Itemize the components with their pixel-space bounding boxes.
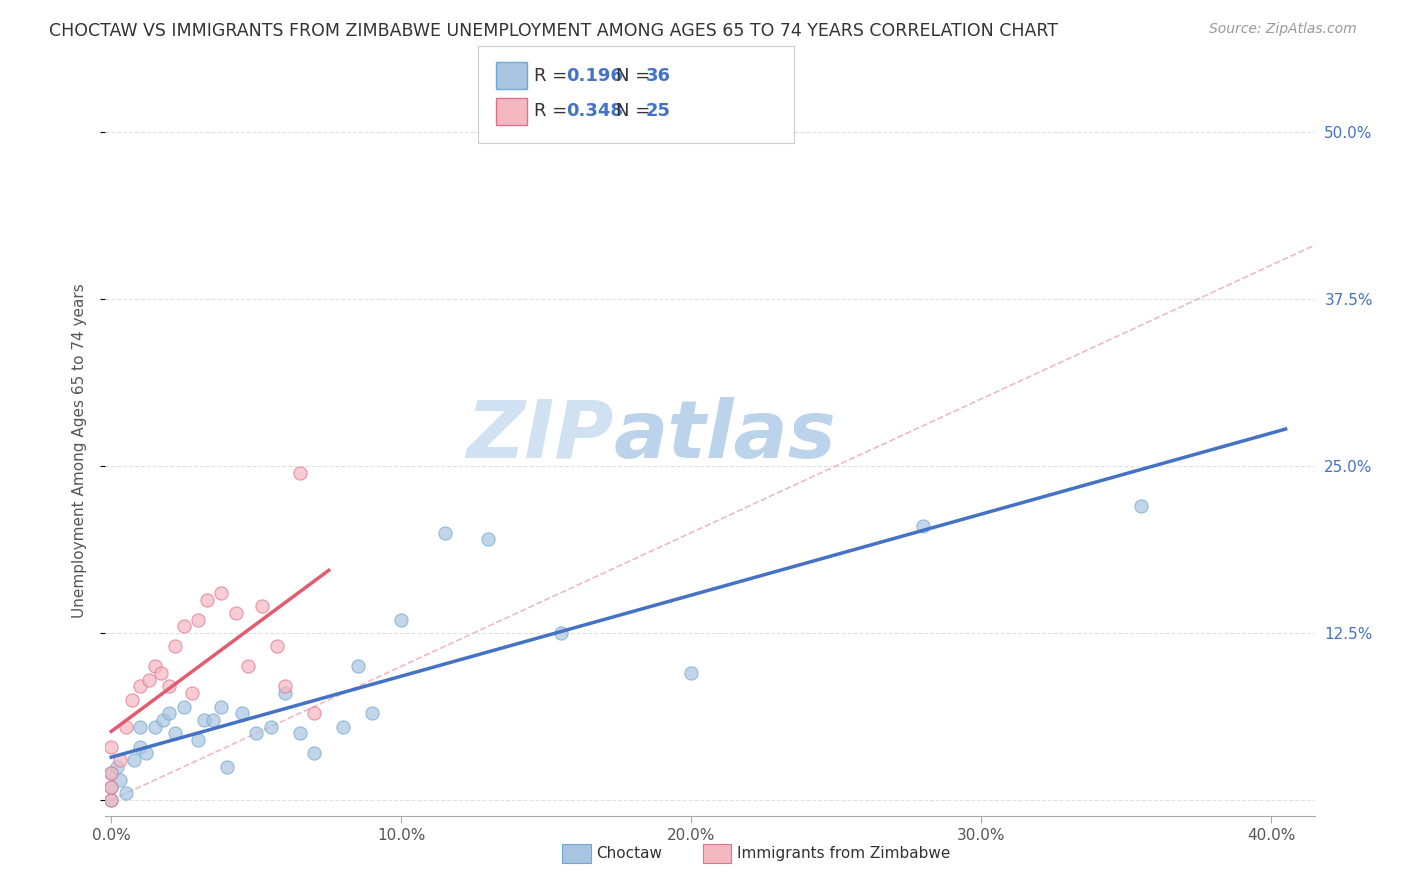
Point xyxy=(100,766,122,780)
Point xyxy=(181,686,204,700)
Point xyxy=(550,626,572,640)
Text: Choctaw: Choctaw xyxy=(596,847,662,861)
Point xyxy=(245,726,267,740)
Point xyxy=(187,733,209,747)
Point xyxy=(114,787,136,801)
Point xyxy=(361,706,384,721)
Text: 25: 25 xyxy=(645,103,671,120)
Point xyxy=(225,606,247,620)
Text: ZIP: ZIP xyxy=(465,397,613,475)
Point xyxy=(193,713,215,727)
Point xyxy=(260,720,283,734)
Point xyxy=(433,525,456,540)
Point xyxy=(332,720,354,734)
Point xyxy=(163,726,186,740)
Point xyxy=(302,747,325,761)
Point xyxy=(100,766,122,780)
Point xyxy=(231,706,253,721)
Point xyxy=(100,780,122,794)
Point xyxy=(129,739,152,754)
Y-axis label: Unemployment Among Ages 65 to 74 years: Unemployment Among Ages 65 to 74 years xyxy=(72,283,87,618)
Point xyxy=(124,753,146,767)
Point xyxy=(217,760,239,774)
Point xyxy=(129,680,152,694)
Text: CHOCTAW VS IMMIGRANTS FROM ZIMBABWE UNEMPLOYMENT AMONG AGES 65 TO 74 YEARS CORRE: CHOCTAW VS IMMIGRANTS FROM ZIMBABWE UNEM… xyxy=(49,22,1059,40)
Point xyxy=(477,533,499,547)
Text: 0.196: 0.196 xyxy=(567,67,623,85)
Point xyxy=(187,613,209,627)
Point xyxy=(100,780,122,794)
Point xyxy=(236,659,259,673)
Point xyxy=(143,659,166,673)
Point xyxy=(389,613,412,627)
Point xyxy=(346,659,368,673)
Point xyxy=(105,760,128,774)
Point xyxy=(250,599,273,614)
Point xyxy=(163,640,186,654)
Point xyxy=(114,720,136,734)
Text: Immigrants from Zimbabwe: Immigrants from Zimbabwe xyxy=(737,847,950,861)
Point xyxy=(157,706,180,721)
Point xyxy=(129,720,152,734)
Point xyxy=(681,666,703,681)
Text: R =: R = xyxy=(534,103,574,120)
Text: N =: N = xyxy=(616,67,655,85)
Text: N =: N = xyxy=(616,103,655,120)
Point xyxy=(138,673,160,687)
Point xyxy=(201,713,224,727)
Point xyxy=(157,680,180,694)
Point xyxy=(108,753,131,767)
Point xyxy=(912,519,935,533)
Point xyxy=(100,739,122,754)
Text: 36: 36 xyxy=(645,67,671,85)
Text: R =: R = xyxy=(534,67,574,85)
Point xyxy=(173,619,195,633)
Text: atlas: atlas xyxy=(613,397,837,475)
Point xyxy=(149,666,172,681)
Point xyxy=(143,720,166,734)
Point xyxy=(195,592,218,607)
Point xyxy=(173,699,195,714)
Point xyxy=(152,713,174,727)
Point xyxy=(121,693,143,707)
Point xyxy=(209,586,232,600)
Point xyxy=(1129,499,1152,513)
Point xyxy=(209,699,232,714)
Point xyxy=(302,706,325,721)
Text: Source: ZipAtlas.com: Source: ZipAtlas.com xyxy=(1209,22,1357,37)
Point xyxy=(274,686,297,700)
Point xyxy=(274,680,297,694)
Point xyxy=(266,640,288,654)
Point xyxy=(100,793,122,807)
Text: 0.348: 0.348 xyxy=(567,103,624,120)
Point xyxy=(100,793,122,807)
Point xyxy=(288,466,311,480)
Point xyxy=(108,773,131,788)
Point xyxy=(135,747,157,761)
Point xyxy=(288,726,311,740)
